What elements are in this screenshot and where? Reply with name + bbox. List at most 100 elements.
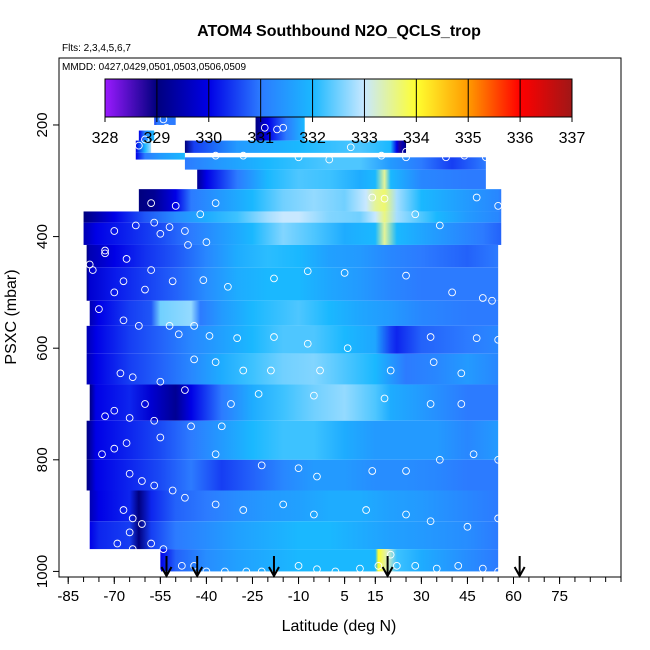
data-point: [202, 567, 211, 576]
data-point: [448, 288, 456, 297]
data-point: [362, 506, 370, 514]
heatmap-band: [135, 140, 152, 153]
data-point: [316, 366, 324, 375]
heatmap-band: [138, 130, 155, 141]
arrow-markers: [160, 556, 526, 579]
colorbar-tick-label: 333: [351, 130, 378, 147]
data-point: [119, 506, 128, 514]
data-point: [233, 334, 241, 342]
data-point: [88, 266, 97, 274]
data-point: [303, 267, 312, 276]
heatmap-band: [86, 420, 499, 460]
data-point: [294, 561, 303, 570]
data-point: [147, 539, 155, 548]
data-point: [128, 514, 137, 523]
data-point: [190, 322, 198, 330]
data-point: [211, 358, 220, 366]
data-point: [463, 522, 472, 531]
data-point: [432, 564, 441, 573]
x-tick-label: 30: [413, 588, 430, 605]
colorbar-tick-label: 329: [144, 130, 171, 147]
colorbar-ticks: 328 329 330 331 332 333 334 335 336 337: [92, 79, 586, 147]
data-points: [85, 115, 515, 576]
arrow-marker: [513, 556, 526, 579]
x-tick-label: 75: [551, 588, 568, 605]
data-point: [340, 269, 349, 277]
data-point: [472, 193, 481, 202]
heatmap-band: [89, 521, 499, 550]
data-point: [442, 153, 450, 162]
heatmap-band: [83, 222, 502, 245]
arrow-marker: [160, 556, 173, 579]
data-point: [125, 414, 134, 422]
data-point: [310, 510, 318, 519]
data-point: [153, 567, 162, 576]
data-point: [454, 561, 463, 570]
data-point: [267, 366, 275, 375]
data-point: [211, 199, 220, 207]
data-point: [202, 238, 211, 247]
data-point: [181, 227, 189, 235]
data-point: [469, 450, 478, 459]
data-point: [435, 455, 444, 464]
data-point: [134, 322, 143, 330]
data-point: [190, 355, 198, 364]
heatmap-band: [86, 459, 499, 491]
x-tick-label: -40: [196, 588, 218, 605]
data-point: [435, 221, 444, 230]
data-point: [310, 133, 318, 142]
data-point: [257, 461, 266, 470]
heatmap-band: [135, 152, 185, 160]
y-tick-label: 200: [34, 112, 51, 137]
data-point: [426, 333, 435, 341]
data-point: [488, 296, 496, 305]
data-point: [187, 422, 195, 431]
x-tick-label: -55: [150, 588, 172, 605]
data-point: [165, 322, 174, 330]
data-point: [270, 333, 278, 341]
plot-frame: [58, 57, 622, 578]
data-point: [411, 561, 420, 570]
data-point: [368, 193, 377, 202]
heatmap-band: [83, 211, 502, 223]
heatmap-band: [138, 189, 502, 212]
data-point: [101, 246, 109, 255]
data-point: [478, 564, 487, 573]
data-point: [503, 338, 512, 347]
data-point: [217, 422, 226, 431]
data-point: [116, 369, 125, 378]
chart-title: ATOM4 Southbound N2O_QCLS_trop: [197, 23, 481, 40]
data-point: [156, 377, 165, 386]
data-point: [239, 366, 248, 375]
data-point: [98, 450, 106, 459]
data-point: [356, 564, 364, 573]
data-point: [227, 400, 235, 408]
data-point: [138, 520, 146, 528]
data-point: [110, 406, 119, 415]
data-point: [380, 394, 389, 403]
data-point: [171, 202, 180, 210]
data-point: [119, 193, 128, 202]
heatmap-band: [197, 169, 486, 190]
data-point: [239, 506, 248, 514]
x-tick-label: 45: [459, 588, 476, 605]
data-point: [506, 202, 515, 210]
data-point: [494, 567, 503, 576]
data-point: [279, 123, 288, 132]
data-point: [386, 550, 395, 559]
data-point: [101, 412, 109, 421]
heatmap-band: [160, 549, 499, 572]
data-point: [224, 282, 232, 291]
data-point: [368, 467, 377, 475]
data-point: [205, 332, 214, 340]
data-point: [494, 335, 503, 344]
data-point: [141, 550, 149, 559]
data-point: [211, 151, 220, 160]
data-point: [239, 151, 248, 160]
x-tick-label: 60: [505, 588, 522, 605]
data-point: [429, 358, 438, 366]
data-point: [150, 218, 159, 227]
data-point: [457, 369, 466, 378]
heatmap-band: [86, 353, 499, 385]
colorbar-tick-label: 337: [559, 130, 586, 147]
